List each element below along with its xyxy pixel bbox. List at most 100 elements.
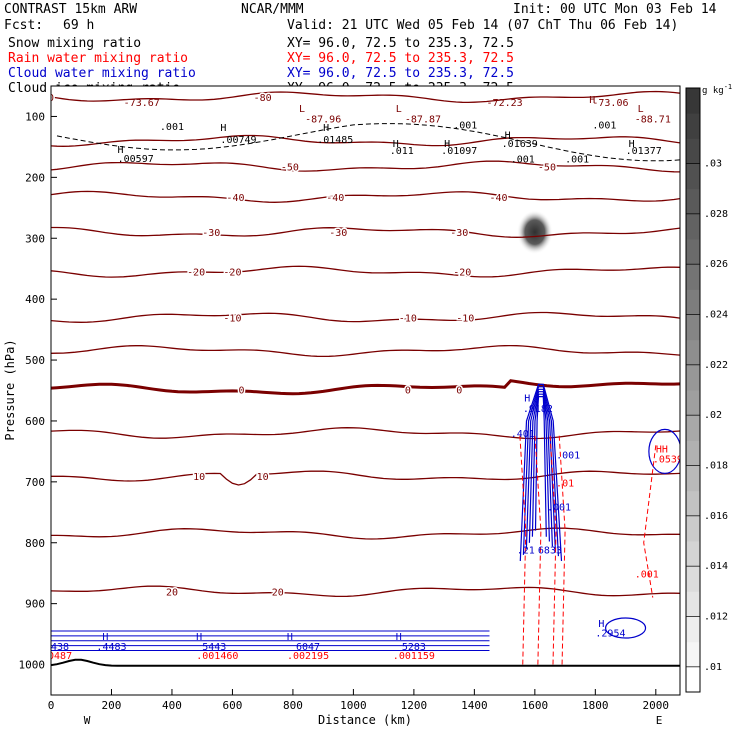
annotation-label: .438 [45,642,69,653]
annotation-label: .4483 [96,642,126,653]
y-axis-ticks: 100 200 300 400 500 600 700 800 900 1000 [19,110,57,672]
colorbar: .01 .012 .014 .016 .018 .02 .022 .024 .026 .028 .0… [685,87,728,693]
colorbar-tick-label: .018 [704,461,728,472]
annotation-label: H [505,130,511,141]
isotherm-label: -30 [450,228,468,239]
chart-title: CONTRAST 15km ARW [4,2,137,17]
isotherm-label: 20 [272,587,284,598]
cloud-water-contour [531,393,550,542]
annotation-label: .001 [511,155,535,166]
x-tick-label: 1200 [401,699,428,712]
annotation-label: H [524,393,530,404]
valid-time: Valid: 21 UTC Wed 05 Feb 14 (07 ChT Thu … [287,18,678,33]
annotation-label: H [102,632,108,643]
cloud-water-contour [525,388,556,552]
isotherm-line [51,90,680,104]
isotherm-line [51,134,680,147]
colorbar-tick-label: .014 [704,561,728,572]
x-end-label-west: W [84,714,91,727]
isotherm-label: -40 [326,193,344,204]
isotherm-label: 10 [257,472,269,483]
x-axis-label: Distance (km) [318,713,412,727]
isotherm-line [51,527,680,540]
annotation-label: .00749 [220,135,256,146]
colorbar-segment [686,163,700,190]
colorbar-frame [685,87,701,693]
x-tick-label: 2000 [643,699,670,712]
x-axis-ticks: 0 200 400 600 800 1000 1200 1400 1600 1800 2000 [48,689,669,712]
isotherm-label: 0 [405,385,411,396]
annotation-label: H [629,139,635,150]
colorbar-segment [686,591,700,617]
isotherm-label: 0 [456,385,462,396]
x-tick-label: 1800 [582,699,609,712]
cloud-water-contour [534,396,547,537]
annotation-label: H [196,632,202,643]
isotherm-label: -20 [223,268,241,279]
colorbar-segment [686,188,700,215]
y-tick-label: 500 [25,354,45,367]
annotation-label: .9182 [523,404,553,415]
annotation-label: H [589,95,595,106]
isotherm-line [51,311,680,323]
colorbar-segment [686,364,700,391]
init-time: Init: 00 UTC Mon 03 Feb 14 [513,2,717,17]
isotherm-label: -50 [538,162,556,173]
annotation-label: -87.96 [305,115,341,126]
isotherm-label: -40 [226,193,244,204]
annotation-label: .001 [592,121,616,132]
isotherm-label: 20 [166,587,178,598]
colorbar-segment [686,465,700,492]
annotation-label: L [299,104,305,115]
x-tick-label: 800 [283,699,303,712]
annotation-label: .01639 [502,139,538,150]
isotherm-line [51,265,680,278]
annotation-label: -88.71 [635,115,671,126]
isotherm-label: -30 [202,228,220,239]
annotation-label: L [638,104,644,115]
y-axis-label: Pressure (hPa) [3,339,17,440]
rain-contours [519,433,657,665]
colorbar-tick-label: .016 [704,511,728,522]
isotherm-labels: -80 -80 -50 -50 -40 -40 -40 -30 -30 -30 -20 -20 -20 -… [36,91,557,600]
cloud-ice-contour [56,123,680,162]
colorbar-unit: g kg-1 [702,83,732,96]
cloud-water-contour [519,383,563,562]
colorbar-segment [686,666,700,693]
y-tick-label: 400 [25,293,45,306]
colorbar-tick-label: .028 [704,209,728,220]
colorbar-segment [686,289,700,315]
annotation-label: H [598,619,604,630]
field-name-cloud-water: Cloud water mixing ratio [8,66,196,81]
isotherm-line [51,585,680,598]
y-tick-label: 300 [25,232,45,245]
colorbar-segment [686,566,700,592]
annotation-label: H [393,139,399,150]
colorbar-segment [686,239,700,265]
x-tick-label: 1400 [461,699,488,712]
annotation-label: H [444,139,450,150]
isotherm-label: 10 [193,472,205,483]
colorbar-segment [686,490,700,517]
annotation-label: .01 [556,479,574,490]
y-tick-label: 100 [25,110,45,123]
annotation-label: .2954 [595,629,625,640]
isotherm-line [51,226,680,238]
x-tick-label: 400 [162,699,182,712]
isotherm-line [51,160,680,173]
isotherm-label: -80 [36,93,54,104]
colorbar-segment [686,138,700,164]
colorbar-segment [686,314,700,341]
colorbar-tick-label: .01 [704,662,722,673]
colorbar-segment [686,515,700,542]
field-name-snow: Snow mixing ratio [8,36,141,51]
y-tick-label: 900 [25,598,45,611]
center-label: NCAR/MMM [241,2,304,17]
fcst-value: 69 h [63,18,94,33]
annotation-label: .01377 [626,146,662,157]
y-tick-label: 200 [25,171,45,184]
isotherm-line [51,427,680,440]
annotation-label: 5443 [202,642,226,653]
colorbar-segment [686,113,700,139]
